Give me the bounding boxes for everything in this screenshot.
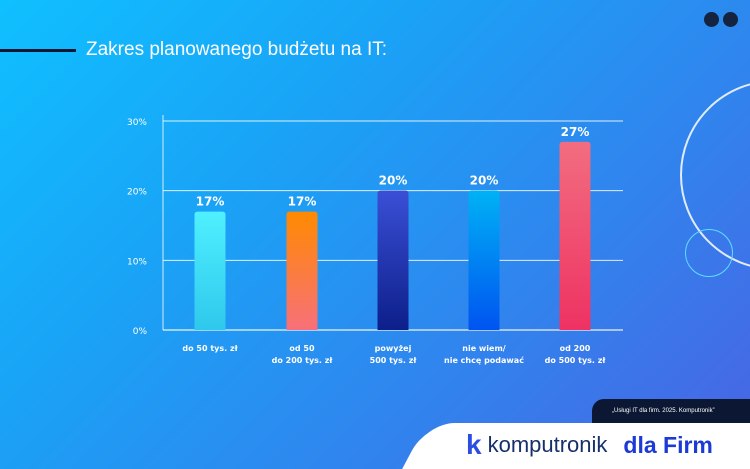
x-tick-label: od 50: [289, 344, 315, 353]
y-tick-label: 0%: [133, 327, 148, 337]
chart-title: Zakres planowanego budżetu na IT:: [86, 39, 388, 60]
source-note: „Usługi IT dla firm. 2025. Komputronik”: [592, 399, 750, 425]
data-label: 27%: [561, 125, 590, 139]
y-tick-label: 30%: [127, 118, 147, 128]
logo-name: komputronik: [487, 432, 608, 457]
x-tick-label: do 200 tys. zł: [272, 356, 334, 365]
x-tick-label: do 500 tys. zł: [545, 356, 607, 365]
x-tick-label: nie wiem/: [462, 344, 506, 353]
logo-suffix: dla Firm: [623, 431, 713, 458]
y-tick-label: 10%: [127, 257, 147, 267]
x-tick-label: nie chcę podawać: [444, 355, 524, 365]
y-tick-label: 20%: [127, 188, 147, 198]
bar: [194, 211, 226, 330]
data-label: 17%: [288, 195, 317, 209]
dot: [723, 12, 738, 27]
x-tick-label: do 50 tys. zł: [182, 344, 238, 353]
bar: [377, 190, 409, 330]
data-label: 20%: [470, 174, 499, 188]
brand-logo: k komputronik dla Firm: [466, 431, 713, 459]
dot: [704, 12, 719, 27]
x-tick-label: powyżej: [375, 344, 412, 353]
decorative-circle-small: [685, 229, 733, 277]
logo-mark: k: [466, 429, 482, 460]
bar: [286, 211, 318, 330]
bar: [559, 141, 591, 330]
title-accent-line: [0, 49, 76, 52]
decorative-dots: [704, 12, 738, 27]
data-label: 17%: [196, 195, 225, 209]
data-label: 20%: [379, 174, 408, 188]
x-tick-label: 500 tys. zł: [370, 356, 418, 365]
bar: [468, 190, 500, 330]
x-tick-label: od 200: [560, 344, 591, 353]
